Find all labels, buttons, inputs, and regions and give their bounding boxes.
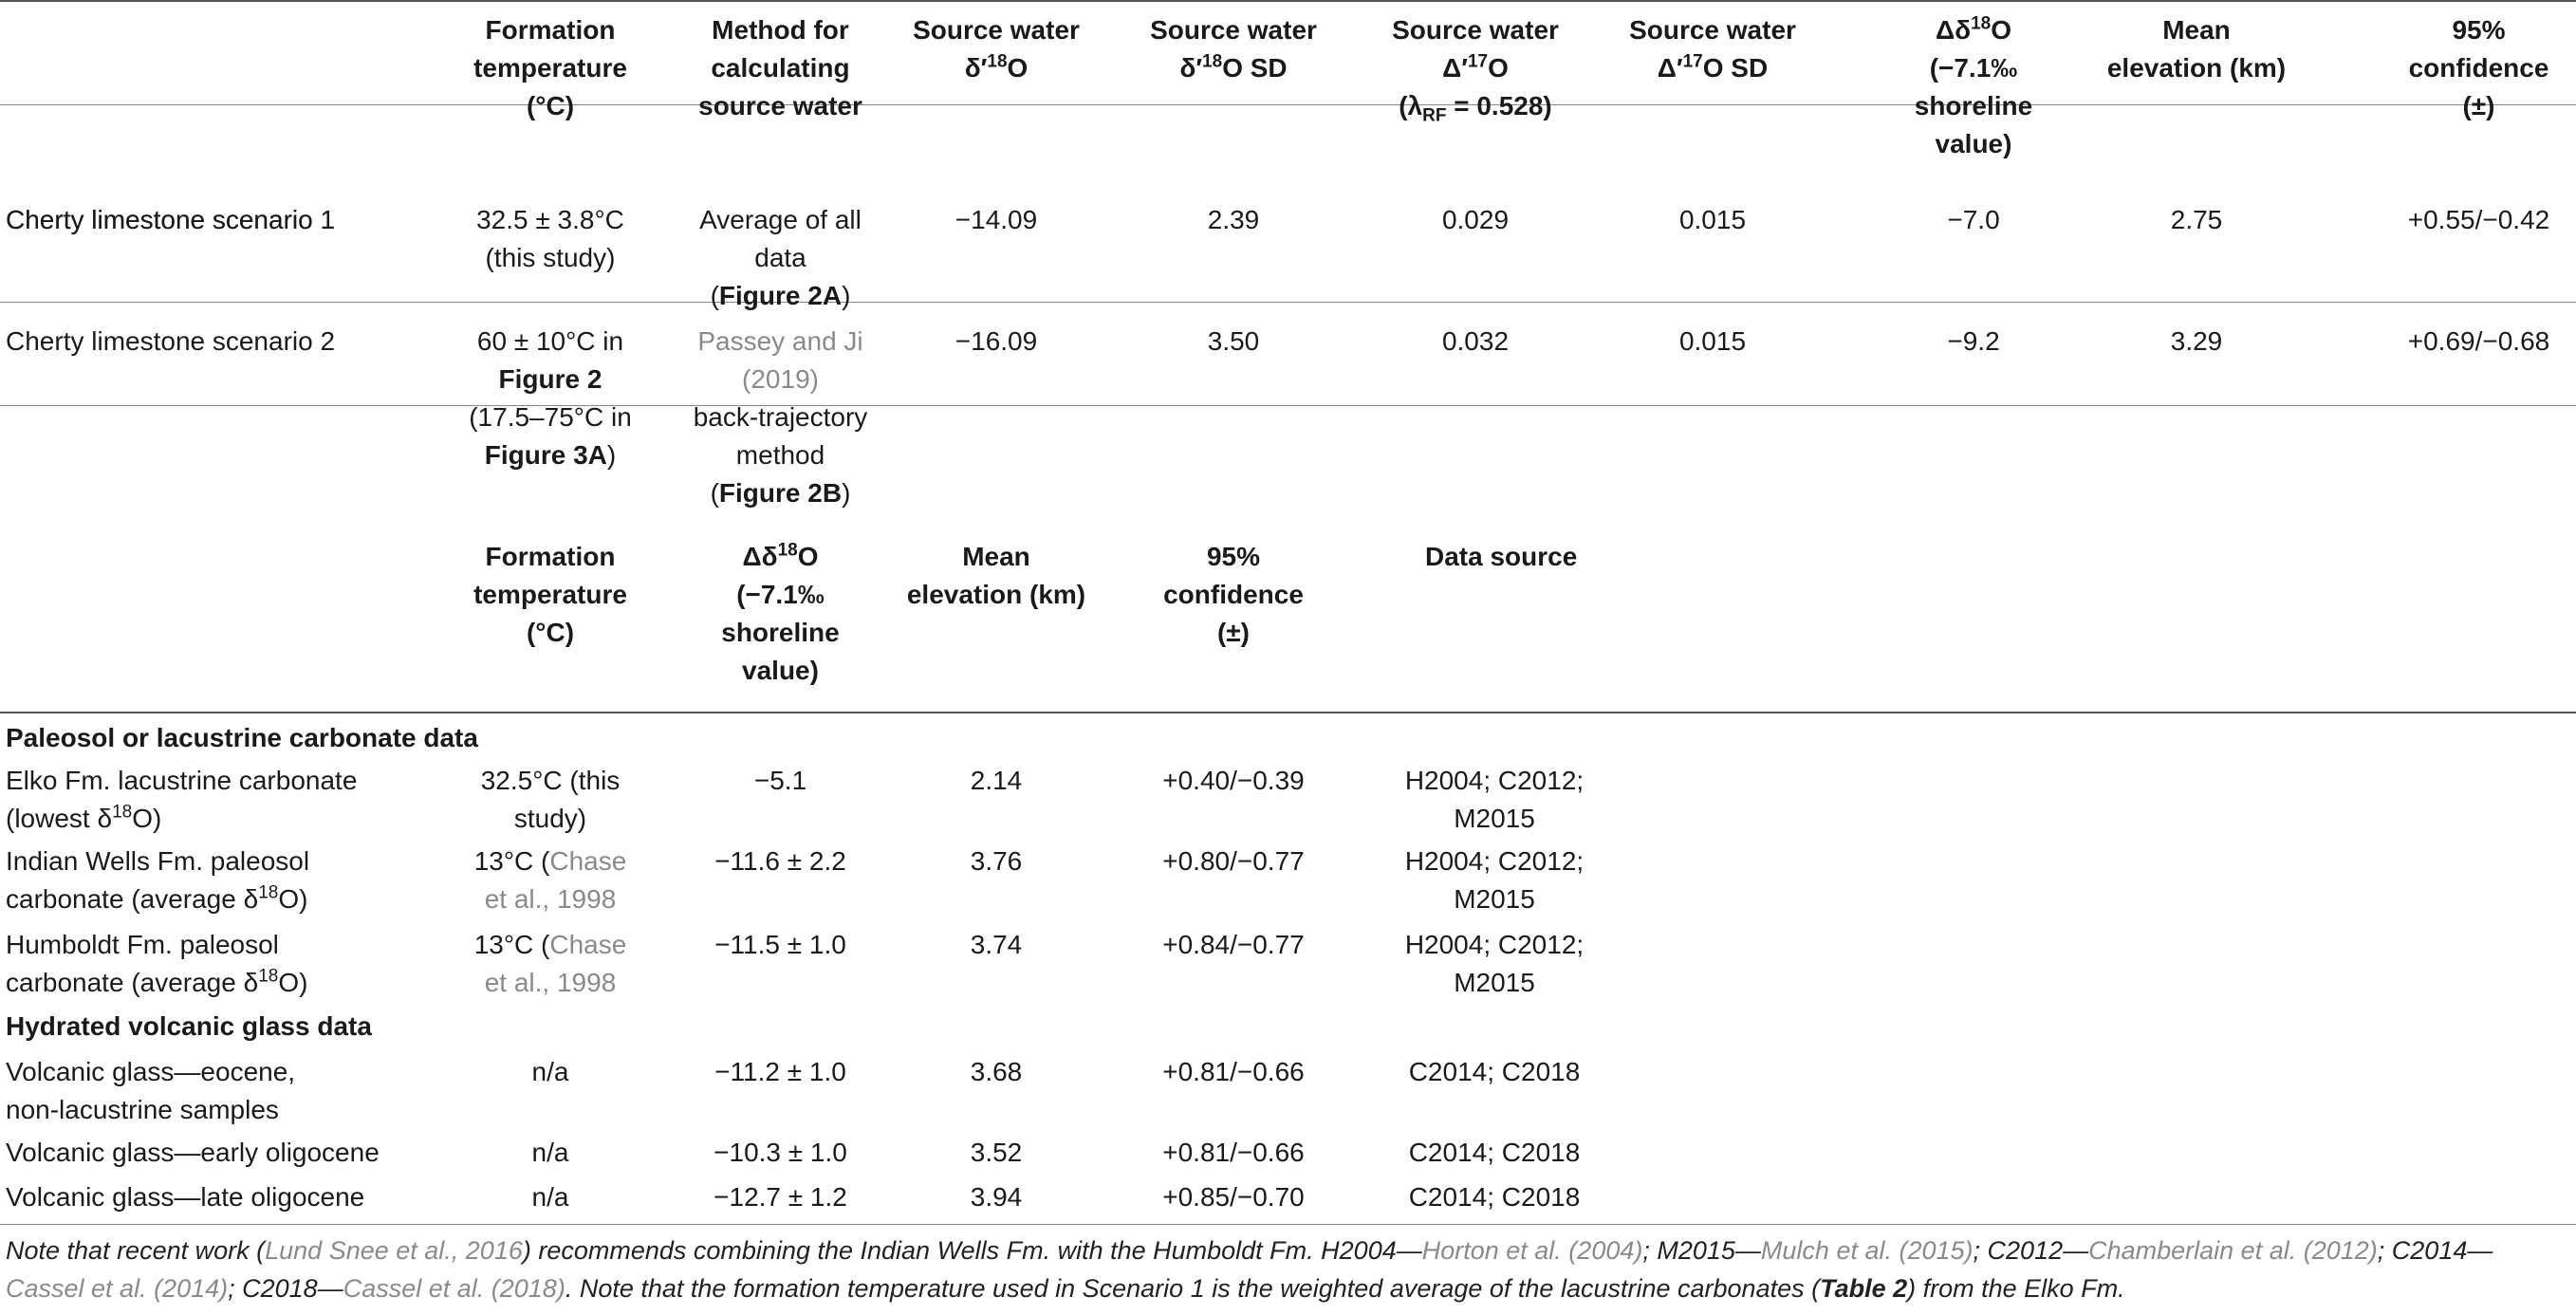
glass-row-1-name: Volcanic glass—eocene, non-lacustrine sam… xyxy=(6,1057,296,1124)
glass-row-1-temperature: n/a xyxy=(531,1057,569,1086)
header-source-d17o-sd: Source water Δ′17O SD xyxy=(1629,15,1796,83)
header-mean-elevation: Mean elevation (km) xyxy=(2106,15,2287,83)
header-source-d18o-sd: Source water δ′18O SD xyxy=(1150,15,1317,83)
scenario-2-method: Passey and Ji (2019) back-trajectory metho… xyxy=(678,323,882,512)
header-delta-d18o: Δδ18O (−7.1‰ shoreline value) xyxy=(1914,13,2033,158)
mid-header-delta-d18o: Δδ18O (−7.1‰ shoreline value) xyxy=(721,540,840,685)
paleosol-row-3-confidence: +0.84/−0.77 xyxy=(1162,930,1305,959)
lund-snee-2016-citation-link[interactable]: Lund Snee et al., 2016 xyxy=(265,1236,523,1265)
scenario-1-method: Average of all data (Figure 2A) xyxy=(699,205,862,310)
glass-row-2-elevation: 3.52 xyxy=(970,1138,1023,1167)
scenario-1-label: Cherty limestone scenario 1 xyxy=(6,205,336,234)
passey-ji-citation-link[interactable]: Passey and Ji (2019) xyxy=(697,326,863,394)
figure-2a-link[interactable]: Figure 2A xyxy=(718,281,843,310)
scenario-2-d18o: −16.09 xyxy=(954,326,1038,356)
scenario-1-confidence: +0.55/−0.42 xyxy=(2407,205,2550,234)
glass-row-2-name: Volcanic glass—early oligocene xyxy=(6,1138,380,1167)
paleosol-row-2-source: H2004; C2012; M2015 xyxy=(1404,846,1585,914)
header-confidence: 95% confidence (±) xyxy=(2408,15,2549,120)
paleosol-row-2-name: Indian Wells Fm. paleosol carbonate (ave… xyxy=(6,846,310,914)
paleosol-row-2-temperature: 13°C (Chase et al., 1998 xyxy=(473,846,627,914)
glass-row-2-temperature: n/a xyxy=(531,1138,569,1167)
mid-header-data-source: Data source xyxy=(1425,542,1578,571)
paleosol-row-1-temperature: 32.5°C (this study) xyxy=(480,766,621,833)
chase-1998-citation-link[interactable]: Chase xyxy=(549,930,627,959)
paleosol-row-3-temperature: 13°C (Chase et al., 1998 xyxy=(473,930,627,997)
paleosol-row-2-elevation: 3.76 xyxy=(970,846,1023,876)
header-rule xyxy=(0,104,2576,105)
mid-header-formation-temperature: Formation temperature (°C) xyxy=(473,542,627,647)
mid-header-mean-elevation: Mean elevation (km) xyxy=(906,542,1086,609)
scenario-2-label: Cherty limestone scenario 2 xyxy=(6,326,336,356)
glass-row-1-source: C2014; C2018 xyxy=(1408,1057,1581,1086)
chamberlain-2012-citation-link[interactable]: Chamberlain et al. (2012) xyxy=(2088,1236,2378,1265)
mid-rule xyxy=(0,302,2576,303)
scenario-1-elevation: 2.75 xyxy=(2170,205,2223,234)
glass-row-3-delta-d18o: −12.7 ± 1.2 xyxy=(713,1182,847,1212)
glass-row-2-source: C2014; C2018 xyxy=(1408,1138,1581,1167)
glass-row-1-elevation: 3.68 xyxy=(970,1057,1023,1086)
glass-row-3-temperature: n/a xyxy=(531,1182,569,1212)
scenario-1-d18o-sd: 2.39 xyxy=(1207,205,1260,234)
paleosol-row-3-source: H2004; C2012; M2015 xyxy=(1404,930,1585,997)
figure-2-link[interactable]: Figure 2 xyxy=(498,364,602,394)
scenario-2-temperature: 60 ± 10°C in Figure 2 (17.5–75°C in Figu… xyxy=(469,326,632,470)
scenario-1-delta-d18o: −7.0 xyxy=(1947,205,2000,234)
section-glass-title: Hydrated volcanic glass data xyxy=(6,1011,372,1041)
section-paleosol-title: Paleosol or lacustrine carbonate data xyxy=(6,723,478,752)
paleosol-row-3-elevation: 3.74 xyxy=(970,930,1023,959)
glass-row-3-source: C2014; C2018 xyxy=(1408,1182,1581,1212)
scenario-1-d17o-sd: 0.015 xyxy=(1678,205,1747,234)
scenario-1-label: Cherty limestone scenario 1 xyxy=(6,205,336,234)
header-source-d17o: Source water Δ′17O (λRF = 0.528) xyxy=(1392,15,1559,126)
cassel-2014-citation-link[interactable]: Cassel et al. (2014) xyxy=(6,1274,229,1303)
glass-row-3-elevation: 3.94 xyxy=(970,1182,1023,1212)
table-footnote: Note that recent work (Lund Snee et al.,… xyxy=(6,1236,2493,1303)
footer-rule xyxy=(0,1224,2576,1225)
figure-2b-link[interactable]: Figure 2B xyxy=(718,478,843,508)
paleosol-row-2-confidence: +0.80/−0.77 xyxy=(1162,846,1305,876)
glass-row-1-confidence: +0.81/−0.66 xyxy=(1162,1057,1305,1086)
horton-2004-citation-link[interactable]: Horton et al. (2004) xyxy=(1421,1236,1643,1265)
glass-row-2-confidence: +0.81/−0.66 xyxy=(1162,1138,1305,1167)
paleosol-row-3-delta-d18o: −11.5 ± 1.0 xyxy=(714,930,846,959)
cassel-2018-citation-link[interactable]: Cassel et al. (2018) xyxy=(343,1274,565,1303)
scenario-1-d17o: 0.029 xyxy=(1441,205,1510,234)
paleosol-row-1-delta-d18o: −5.1 xyxy=(753,766,807,795)
scenario-2-delta-d18o: −9.2 xyxy=(1947,326,2000,356)
mid-header-rule xyxy=(0,405,2576,406)
scenario-2-d17o-sd: 0.015 xyxy=(1678,326,1747,356)
header-source-d18o: Source water δ′18O xyxy=(913,15,1080,83)
glass-row-2-delta-d18o: −10.3 ± 1.0 xyxy=(713,1138,847,1167)
bottom-rule xyxy=(0,712,2576,713)
paleosol-row-3-name: Humboldt Fm. paleosol carbonate (average… xyxy=(6,930,308,997)
header-formation-temperature: Formation temperature (°C) xyxy=(473,15,627,120)
paleosol-row-2-delta-d18o: −11.6 ± 2.2 xyxy=(714,846,846,876)
paleosol-row-1-elevation: 2.14 xyxy=(970,766,1023,795)
top-rule xyxy=(0,0,2576,2)
glass-row-1-delta-d18o: −11.2 ± 1.0 xyxy=(714,1057,846,1086)
glass-row-3-name: Volcanic glass—late oligocene xyxy=(6,1182,365,1212)
scenario-2-elevation: 3.29 xyxy=(2170,326,2223,356)
scenario-2-confidence: +0.69/−0.68 xyxy=(2407,326,2550,356)
scenario-1-temperature: 32.5 ± 3.8°C (this study) xyxy=(476,205,624,272)
figure-3a-link[interactable]: Figure 3A xyxy=(484,440,607,470)
paleosol-row-1-name: Elko Fm. lacustrine carbonate (lowest δ1… xyxy=(6,766,358,833)
scenario-1-d18o: −14.09 xyxy=(954,205,1038,234)
header-method: Method for calculating source water xyxy=(698,15,862,120)
paleosol-row-1-source: H2004; C2012; M2015 xyxy=(1404,766,1585,833)
chase-1998-citation-link[interactable]: Chase xyxy=(549,846,627,876)
paleosol-row-1-confidence: +0.40/−0.39 xyxy=(1162,766,1305,795)
glass-row-3-confidence: +0.85/−0.70 xyxy=(1162,1182,1305,1212)
mulch-2015-citation-link[interactable]: Mulch et al. (2015) xyxy=(1760,1236,1974,1265)
table-2-link[interactable]: Table 2 xyxy=(1820,1274,1908,1303)
scenario-2-d17o: 0.032 xyxy=(1441,326,1510,356)
scenario-2-d18o-sd: 3.50 xyxy=(1207,326,1260,356)
mid-header-confidence: 95% confidence (±) xyxy=(1163,542,1304,647)
